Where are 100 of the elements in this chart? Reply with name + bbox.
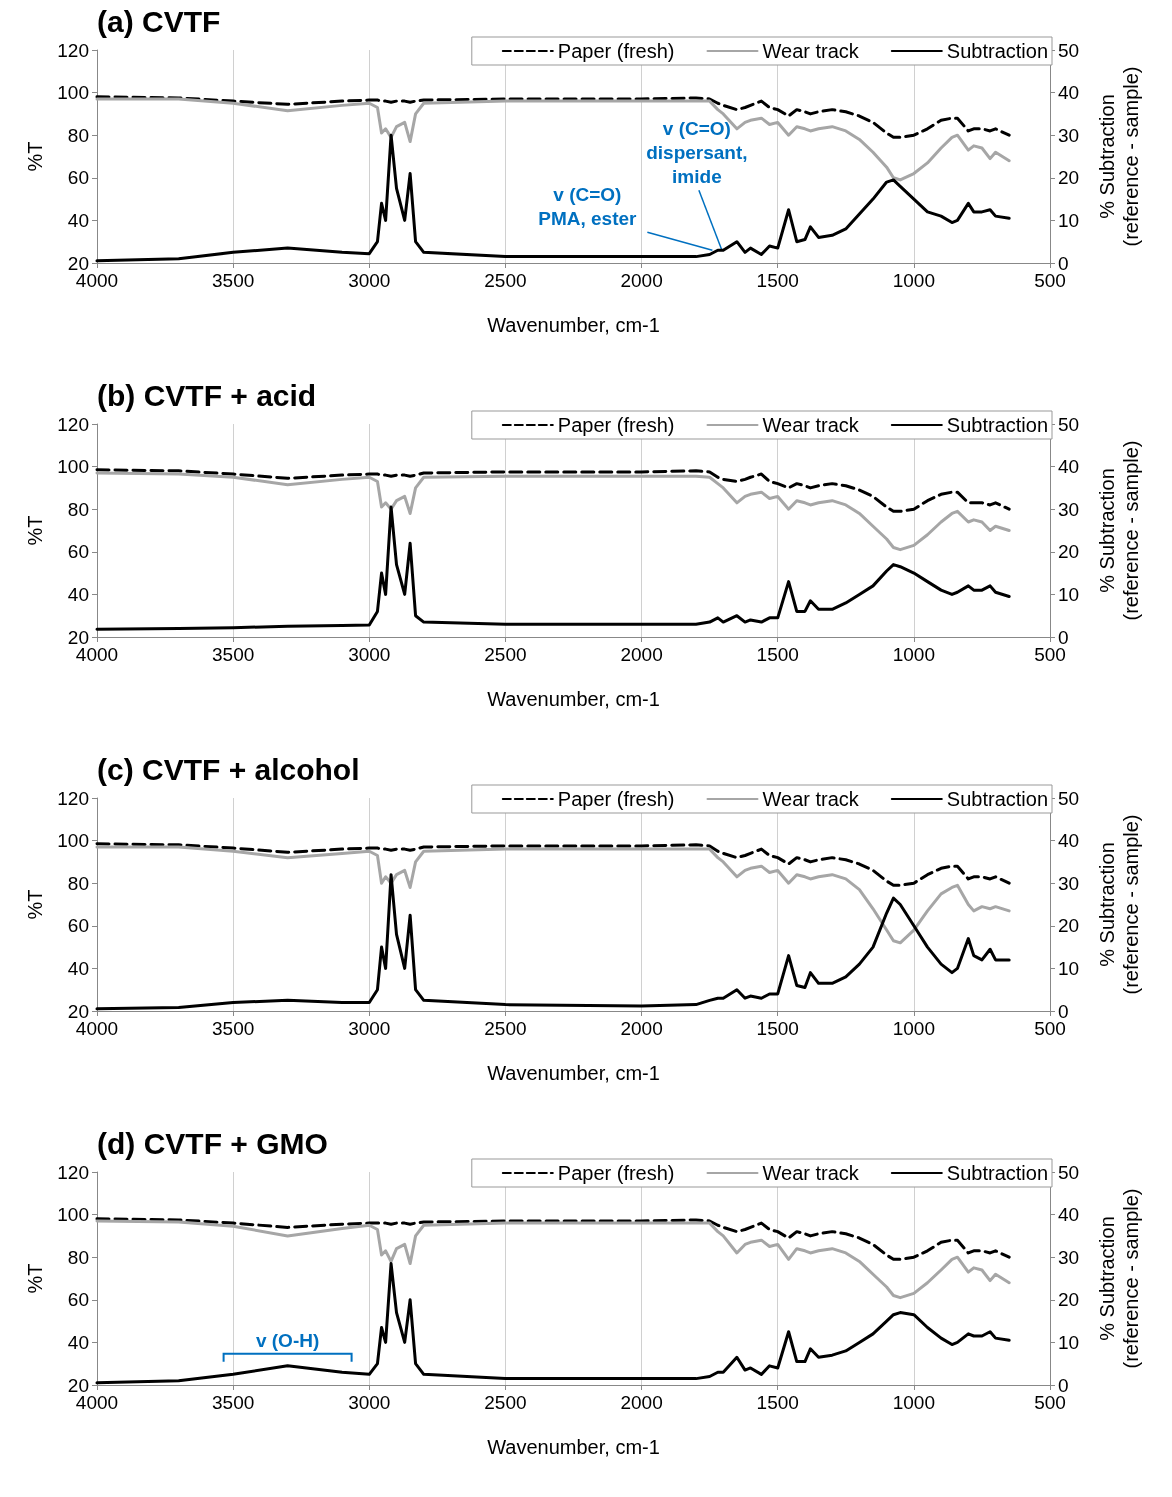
y2-tick-label: 10 — [1058, 957, 1080, 979]
x-tick-label: 2500 — [484, 270, 527, 291]
y-tick-label: 120 — [57, 1161, 89, 1183]
y2-tick-label: 50 — [1058, 1161, 1080, 1183]
x-tick-label: 1500 — [756, 1392, 799, 1413]
legend-label: Subtraction — [946, 788, 1048, 810]
y2-axis-title: % Subtraction (reference - sample) — [1096, 814, 1142, 995]
y-tick-label: 120 — [57, 413, 89, 435]
y-axis-title: %T — [24, 515, 46, 546]
line-series — [95, 845, 1011, 945]
legend-label: Paper (fresh) — [557, 1162, 675, 1184]
annotation: v (C=O) dispersant, imide — [646, 117, 748, 187]
x-tick-label: 3500 — [212, 1392, 255, 1413]
chart-title: (b) CVTF + acid — [97, 378, 317, 412]
x-tick-label: 2000 — [620, 644, 663, 665]
y-tick-label: 80 — [67, 124, 89, 146]
line-series — [95, 95, 1011, 139]
legend-label: Subtraction — [946, 414, 1048, 436]
chart-title: (a) CVTF — [97, 4, 221, 38]
y2-axis-title: % Subtraction (reference - sample) — [1096, 1188, 1142, 1369]
annotation: v (O-H) — [255, 1329, 320, 1351]
y2-tick-label: 40 — [1058, 1204, 1080, 1226]
y2-tick-label: 30 — [1058, 498, 1080, 520]
x-axis-title: Wavenumber, cm-1 — [487, 1436, 660, 1458]
y-tick-label: 60 — [67, 915, 89, 937]
y2-tick-label: 40 — [1058, 456, 1080, 478]
legend-label: Subtraction — [946, 40, 1048, 62]
x-tick-label: 1000 — [892, 644, 935, 665]
line-series — [95, 505, 1011, 631]
chart-title: (d) CVTF + GMO — [97, 1126, 328, 1160]
x-axis-title: Wavenumber, cm-1 — [487, 1062, 660, 1084]
y-tick-label: 80 — [67, 872, 89, 894]
x-tick-label: 3000 — [348, 644, 391, 665]
x-tick-label: 3500 — [212, 270, 255, 291]
x-tick-label: 3000 — [348, 1392, 391, 1413]
legend-label: Wear track — [762, 414, 860, 436]
x-tick-label: 3000 — [348, 270, 391, 291]
y-tick-label: 60 — [67, 541, 89, 563]
line-series — [95, 471, 1011, 552]
y-tick-label: 80 — [67, 1246, 89, 1268]
y2-tick-label: 40 — [1058, 82, 1080, 104]
x-tick-label: 1000 — [892, 1018, 935, 1039]
y-tick-label: 60 — [67, 1289, 89, 1311]
line-series — [95, 873, 1011, 1011]
line-series — [95, 468, 1011, 513]
y-tick-label: 40 — [67, 209, 89, 231]
legend-label: Paper (fresh) — [557, 40, 675, 62]
x-axis-title: Wavenumber, cm-1 — [487, 688, 660, 710]
legend-label: Wear track — [762, 788, 860, 810]
annotation: v (C=O) PMA, ester — [538, 183, 638, 229]
x-tick-label: 1000 — [892, 270, 935, 291]
y2-tick-label: 50 — [1058, 39, 1080, 61]
x-axis-title: Wavenumber, cm-1 — [487, 314, 660, 336]
x-tick-label: 3000 — [348, 1018, 391, 1039]
x-tick-label: 1000 — [892, 1392, 935, 1413]
y-axis-title: %T — [24, 889, 46, 920]
y-axis-title: %T — [24, 141, 46, 172]
legend-label: Wear track — [762, 40, 860, 62]
chart-title: (c) CVTF + alcohol — [97, 752, 360, 786]
y2-tick-label: 30 — [1058, 124, 1080, 146]
line-series — [95, 1219, 1011, 1300]
x-tick-label: 3500 — [212, 1018, 255, 1039]
legend-label: Wear track — [762, 1162, 860, 1184]
x-tick-label: 1500 — [756, 1018, 799, 1039]
y2-tick-label: 10 — [1058, 583, 1080, 605]
y2-tick-label: 20 — [1058, 167, 1080, 189]
y2-tick-label: 10 — [1058, 209, 1080, 231]
line-series — [95, 97, 1011, 182]
line-series — [95, 1217, 1011, 1261]
legend-label: Subtraction — [946, 1162, 1048, 1184]
y2-tick-label: 50 — [1058, 787, 1080, 809]
y-tick-label: 100 — [57, 830, 89, 852]
y2-axis-title: % Subtraction (reference - sample) — [1096, 66, 1142, 247]
y-tick-label: 100 — [57, 456, 89, 478]
y-tick-label: 40 — [67, 1331, 89, 1353]
y2-tick-label: 20 — [1058, 1289, 1080, 1311]
y-tick-label: 60 — [67, 167, 89, 189]
y2-tick-label: 30 — [1058, 1246, 1080, 1268]
y-axis-title: %T — [24, 1263, 46, 1294]
y-tick-label: 40 — [67, 583, 89, 605]
y2-axis-title: % Subtraction (reference - sample) — [1096, 440, 1142, 621]
y2-tick-label: 20 — [1058, 541, 1080, 563]
y2-tick-label: 10 — [1058, 1331, 1080, 1353]
x-tick-label: 3500 — [212, 644, 255, 665]
y-tick-label: 80 — [67, 498, 89, 520]
y-tick-label: 120 — [57, 787, 89, 809]
legend-label: Paper (fresh) — [557, 414, 675, 436]
y-tick-label: 100 — [57, 1204, 89, 1226]
x-tick-label: 2000 — [620, 1018, 663, 1039]
y-tick-label: 40 — [67, 957, 89, 979]
x-tick-label: 2000 — [620, 270, 663, 291]
legend-label: Paper (fresh) — [557, 788, 675, 810]
line-series — [95, 842, 1011, 887]
x-tick-label: 1500 — [756, 644, 799, 665]
y2-tick-label: 30 — [1058, 872, 1080, 894]
x-tick-label: 2500 — [484, 1392, 527, 1413]
x-tick-label: 2500 — [484, 1018, 527, 1039]
y2-tick-label: 40 — [1058, 830, 1080, 852]
x-tick-label: 2000 — [620, 1392, 663, 1413]
y-tick-label: 100 — [57, 82, 89, 104]
